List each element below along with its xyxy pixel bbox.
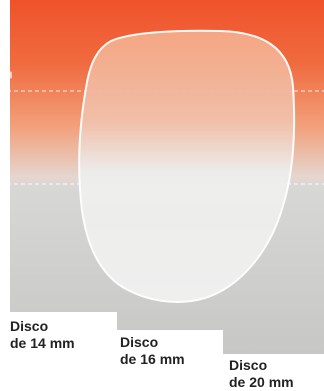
disc-20-label: Disco de 20 mm xyxy=(229,357,294,391)
lens-outline xyxy=(78,29,296,303)
chevron-decoration-icon xyxy=(0,68,12,82)
disc-16-label-line1: Disco xyxy=(120,334,159,350)
disc-14-label-line2: de 14 mm xyxy=(10,335,75,351)
disc-14-label-line1: Disco xyxy=(10,318,49,334)
disc-16-label: Disco de 16 mm xyxy=(120,334,185,368)
disc-20-label-line2: de 20 mm xyxy=(229,374,294,390)
disc-14-label: Disco de 14 mm xyxy=(10,318,75,352)
disc-20-label-line1: Disco xyxy=(229,357,268,373)
disc-16-label-line2: de 16 mm xyxy=(120,351,185,367)
